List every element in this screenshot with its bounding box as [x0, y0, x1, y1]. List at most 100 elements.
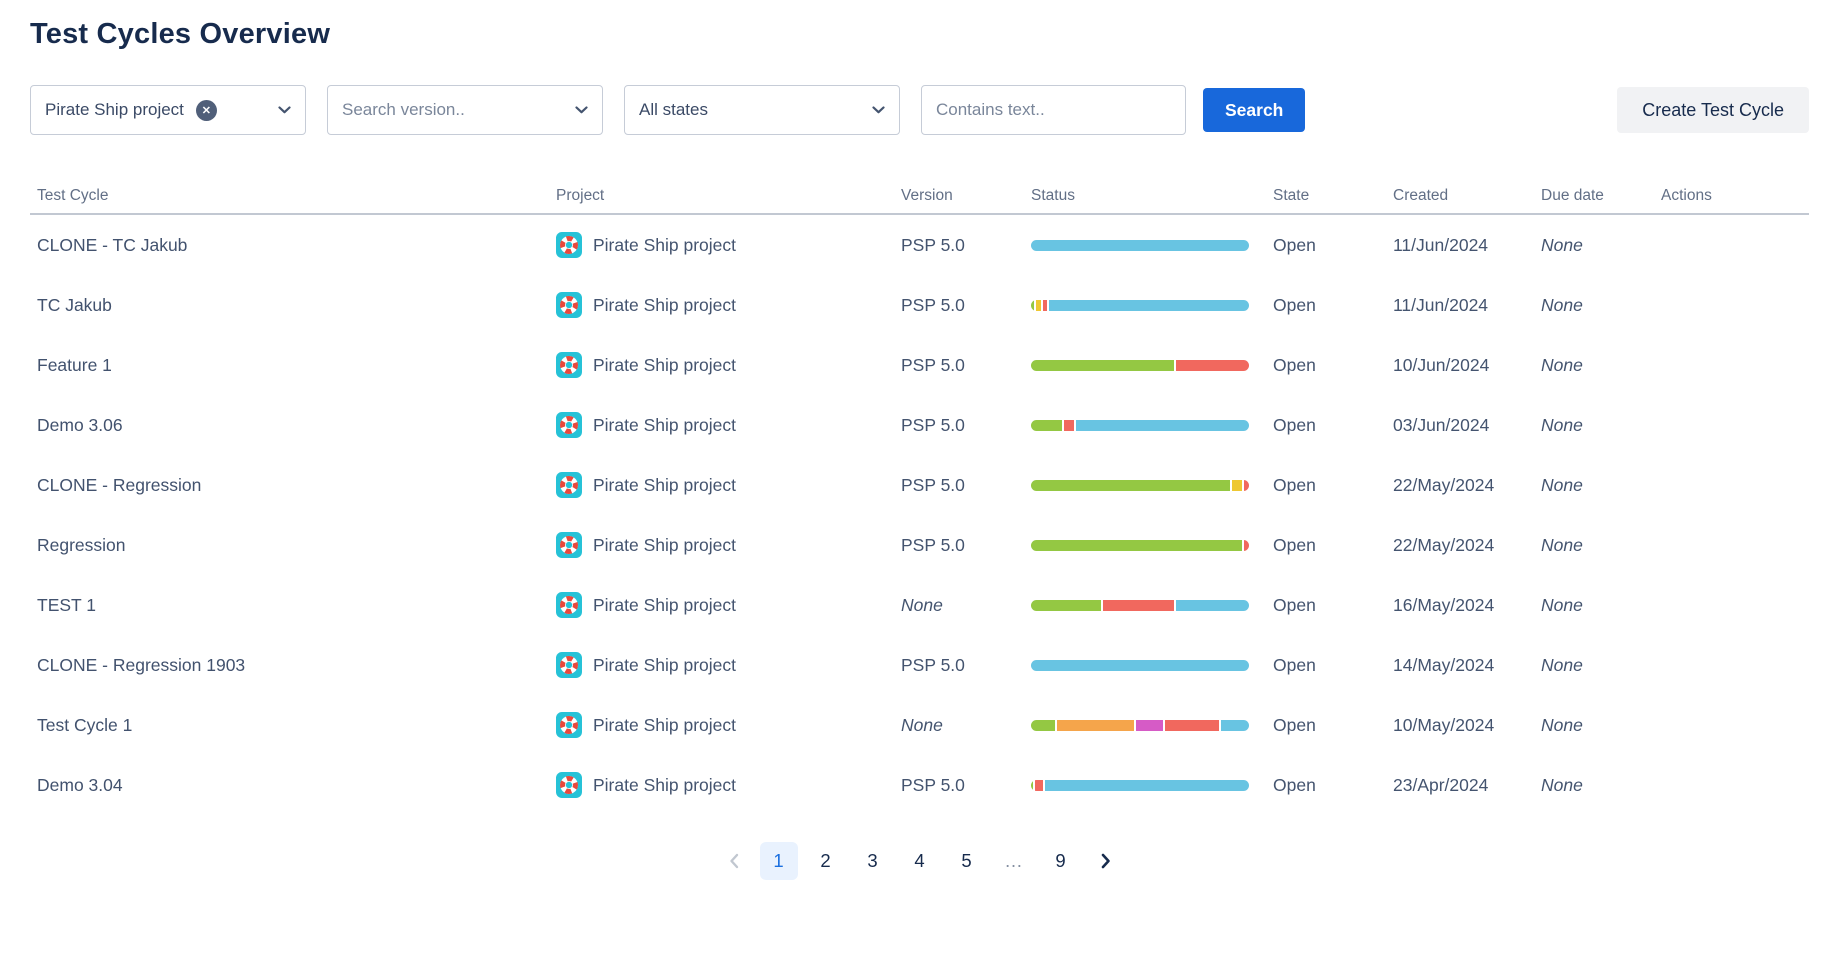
- contains-text-input[interactable]: [921, 85, 1186, 135]
- test-cycle-name[interactable]: Test Cycle 1: [37, 714, 133, 735]
- status-segment-green: [1031, 479, 1231, 491]
- project-name: Pirate Ship project: [593, 774, 736, 795]
- project-avatar-lifebuoy-icon: [556, 292, 582, 318]
- status-segment-red: [1064, 419, 1074, 431]
- status-segment-orange: [1056, 719, 1135, 731]
- project-cell: Pirate Ship project: [556, 592, 901, 618]
- state-value: Open: [1273, 714, 1316, 735]
- status-segment-green: [1031, 599, 1101, 611]
- status-progress-bar: [1031, 359, 1249, 371]
- version-value: PSP 5.0: [901, 294, 965, 315]
- status-segment-red: [1102, 599, 1175, 611]
- page-4-button[interactable]: 4: [914, 850, 925, 871]
- status-progress-bar: [1031, 779, 1249, 791]
- due-date: None: [1541, 414, 1583, 435]
- version-value: PSP 5.0: [901, 474, 965, 495]
- state-value: Open: [1273, 474, 1316, 495]
- created-date: 11/Jun/2024: [1393, 294, 1489, 315]
- status-cell: [1031, 419, 1273, 431]
- chevron-right-icon: [1101, 853, 1110, 869]
- project-avatar-lifebuoy-icon: [556, 652, 582, 678]
- test-cycle-name[interactable]: TEST 1: [37, 594, 97, 615]
- project-avatar-lifebuoy-icon: [556, 352, 582, 378]
- table-row[interactable]: CLONE - Regression 1903 Pirate Ship proj…: [30, 635, 1809, 695]
- clear-project-icon[interactable]: ✕: [195, 99, 217, 121]
- project-name: Pirate Ship project: [593, 234, 736, 255]
- version-value: None: [901, 594, 943, 615]
- created-date: 16/May/2024: [1393, 594, 1495, 615]
- project-name: Pirate Ship project: [593, 654, 736, 675]
- pagination-prev-button[interactable]: [717, 842, 751, 880]
- created-date: 03/Jun/2024: [1393, 414, 1490, 435]
- project-name: Pirate Ship project: [593, 714, 736, 735]
- created-date: 11/Jun/2024: [1393, 234, 1489, 255]
- status-segment-red: [1035, 779, 1043, 791]
- state-filter-select[interactable]: All states: [624, 85, 900, 135]
- version-filter-select[interactable]: Search version..: [327, 85, 603, 135]
- page-5-button[interactable]: 5: [961, 850, 972, 871]
- project-cell: Pirate Ship project: [556, 412, 901, 438]
- version-value: PSP 5.0: [901, 654, 965, 675]
- pagination-pages: 1 2 3 4 5 … 9: [759, 842, 1080, 880]
- project-name: Pirate Ship project: [593, 354, 736, 375]
- table-row[interactable]: Demo 3.04 Pirate Ship project PSP 5.0 Op…: [30, 755, 1809, 815]
- test-cycle-name[interactable]: TC Jakub: [37, 294, 112, 315]
- test-cycle-name[interactable]: Demo 3.04: [37, 774, 123, 795]
- test-cycle-name[interactable]: Regression: [37, 534, 126, 555]
- table-row[interactable]: TEST 1 Pirate Ship project None Open 16/…: [30, 575, 1809, 635]
- state-value: Open: [1273, 234, 1316, 255]
- page-1-button[interactable]: 1: [759, 842, 798, 880]
- table-row[interactable]: Regression Pirate Ship project PSP 5.0 O…: [30, 515, 1809, 575]
- status-cell: [1031, 539, 1273, 551]
- chevron-down-icon: [278, 106, 291, 114]
- pagination-ellipsis: …: [1004, 850, 1023, 871]
- status-segment-yellow: [1036, 299, 1042, 311]
- page-9-button[interactable]: 9: [1055, 850, 1066, 871]
- status-segment-yellow: [1232, 479, 1242, 491]
- test-cycle-name[interactable]: Feature 1: [37, 354, 112, 375]
- table-row[interactable]: Test Cycle 1 Pirate Ship project None Op…: [30, 695, 1809, 755]
- due-date: None: [1541, 294, 1583, 315]
- pagination-next-button[interactable]: [1089, 842, 1123, 880]
- status-progress-bar: [1031, 299, 1249, 311]
- state-value: Open: [1273, 414, 1316, 435]
- pagination: 1 2 3 4 5 … 9: [30, 842, 1809, 880]
- status-cell: [1031, 479, 1273, 491]
- created-date: 22/May/2024: [1393, 534, 1495, 555]
- test-cycle-name[interactable]: CLONE - Regression: [37, 474, 202, 495]
- version-value: PSP 5.0: [901, 774, 965, 795]
- due-date: None: [1541, 714, 1583, 735]
- created-date: 10/May/2024: [1393, 714, 1495, 735]
- table-row[interactable]: Demo 3.06 Pirate Ship project PSP 5.0 Op…: [30, 395, 1809, 455]
- project-name: Pirate Ship project: [593, 294, 736, 315]
- create-test-cycle-button[interactable]: Create Test Cycle: [1617, 87, 1809, 133]
- status-segment-green: [1031, 359, 1174, 371]
- test-cycle-name[interactable]: CLONE - Regression 1903: [37, 654, 246, 675]
- version-value: None: [901, 714, 943, 735]
- table-row[interactable]: TC Jakub Pirate Ship project PSP 5.0 Ope…: [30, 275, 1809, 335]
- state-value: Open: [1273, 654, 1316, 675]
- test-cycle-name[interactable]: CLONE - TC Jakub: [37, 234, 188, 255]
- state-value: Open: [1273, 774, 1316, 795]
- column-header-state: State: [1273, 187, 1310, 204]
- page-2-button[interactable]: 2: [820, 850, 831, 871]
- state-value: Open: [1273, 534, 1316, 555]
- project-avatar-lifebuoy-icon: [556, 592, 582, 618]
- project-filter-select[interactable]: Pirate Ship project ✕: [30, 85, 306, 135]
- status-cell: [1031, 599, 1273, 611]
- status-cell: [1031, 779, 1273, 791]
- status-segment-pink: [1136, 719, 1164, 731]
- table-row[interactable]: CLONE - TC Jakub Pirate Ship project PSP…: [30, 215, 1809, 275]
- column-header-test-cycle: Test Cycle: [37, 187, 109, 204]
- created-date: 14/May/2024: [1393, 654, 1495, 675]
- table-row[interactable]: CLONE - Regression Pirate Ship project P…: [30, 455, 1809, 515]
- page-3-button[interactable]: 3: [867, 850, 878, 871]
- state-value: Open: [1273, 354, 1316, 375]
- table-row[interactable]: Feature 1 Pirate Ship project PSP 5.0 Op…: [30, 335, 1809, 395]
- test-cycle-name[interactable]: Demo 3.06: [37, 414, 123, 435]
- version-value: PSP 5.0: [901, 354, 965, 375]
- status-segment-blue: [1031, 659, 1249, 671]
- status-segment-blue: [1031, 239, 1249, 251]
- search-button[interactable]: Search: [1203, 88, 1306, 132]
- column-header-due-date: Due date: [1541, 187, 1604, 204]
